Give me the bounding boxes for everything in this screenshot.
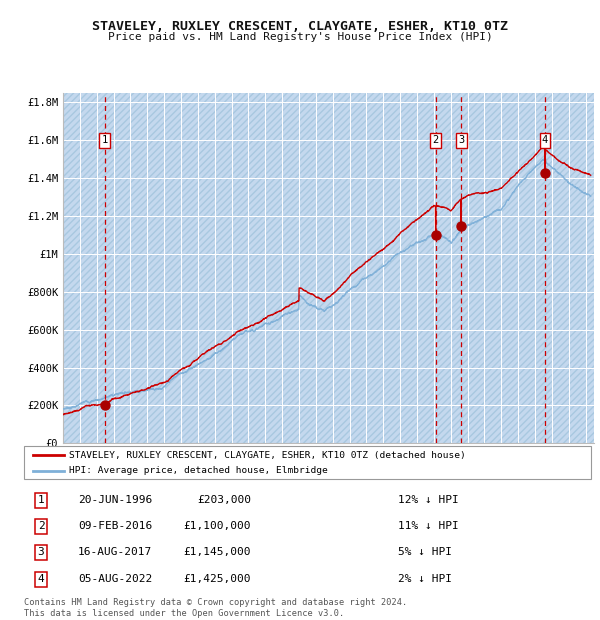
Bar	[581, 93, 594, 443]
Text: 09-FEB-2016: 09-FEB-2016	[78, 521, 152, 531]
Text: 5% ↓ HPI: 5% ↓ HPI	[398, 547, 452, 557]
Text: 1: 1	[101, 135, 108, 145]
Text: 3: 3	[38, 547, 44, 557]
Text: 4: 4	[38, 574, 44, 585]
Text: £1,425,000: £1,425,000	[184, 574, 251, 585]
Text: 1: 1	[38, 495, 44, 505]
FancyBboxPatch shape	[24, 446, 591, 479]
Text: HPI: Average price, detached house, Elmbridge: HPI: Average price, detached house, Elmb…	[70, 466, 328, 475]
Text: £1,100,000: £1,100,000	[184, 521, 251, 531]
Text: This data is licensed under the Open Government Licence v3.0.: This data is licensed under the Open Gov…	[24, 609, 344, 618]
Text: £203,000: £203,000	[197, 495, 251, 505]
Text: Price paid vs. HM Land Registry's House Price Index (HPI): Price paid vs. HM Land Registry's House …	[107, 32, 493, 42]
Text: 3: 3	[458, 135, 464, 145]
Text: 2: 2	[433, 135, 439, 145]
Text: Contains HM Land Registry data © Crown copyright and database right 2024.: Contains HM Land Registry data © Crown c…	[24, 598, 407, 607]
Text: £1,145,000: £1,145,000	[184, 547, 251, 557]
Text: 20-JUN-1996: 20-JUN-1996	[78, 495, 152, 505]
Text: 2% ↓ HPI: 2% ↓ HPI	[398, 574, 452, 585]
Text: STAVELEY, RUXLEY CRESCENT, CLAYGATE, ESHER, KT10 0TZ: STAVELEY, RUXLEY CRESCENT, CLAYGATE, ESH…	[92, 20, 508, 33]
Text: STAVELEY, RUXLEY CRESCENT, CLAYGATE, ESHER, KT10 0TZ (detached house): STAVELEY, RUXLEY CRESCENT, CLAYGATE, ESH…	[70, 451, 466, 459]
Text: 12% ↓ HPI: 12% ↓ HPI	[398, 495, 459, 505]
Text: 16-AUG-2017: 16-AUG-2017	[78, 547, 152, 557]
Text: 05-AUG-2022: 05-AUG-2022	[78, 574, 152, 585]
Text: 11% ↓ HPI: 11% ↓ HPI	[398, 521, 459, 531]
Text: 2: 2	[38, 521, 44, 531]
Text: 4: 4	[542, 135, 548, 145]
